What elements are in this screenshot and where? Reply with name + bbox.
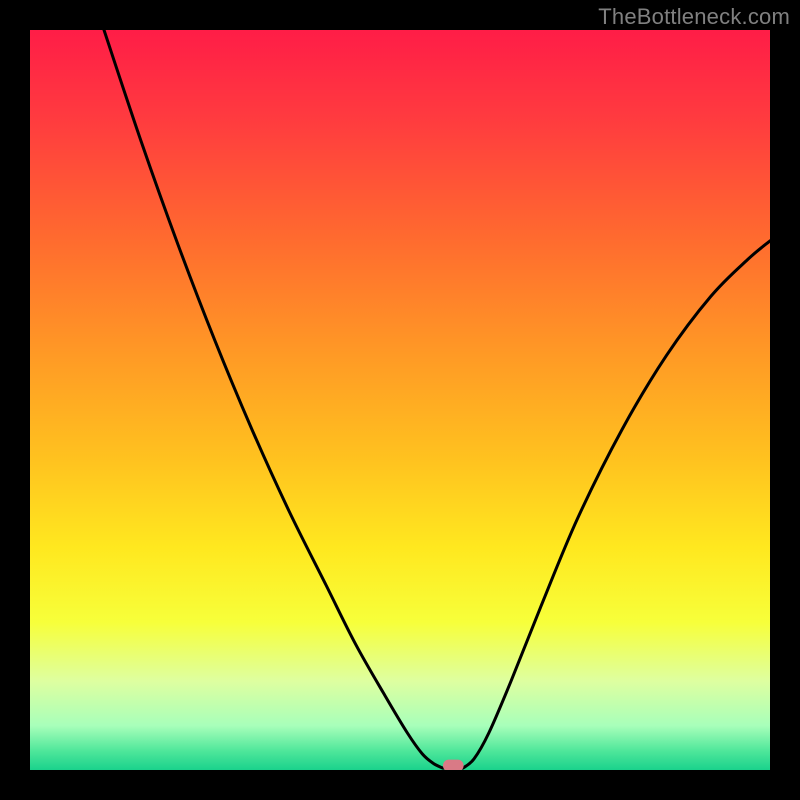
watermark-text: TheBottleneck.com [598,4,790,30]
chart-frame: TheBottleneck.com [0,0,800,800]
optimal-point-marker [443,760,464,770]
plot-area [30,30,770,770]
chart-svg [30,30,770,770]
